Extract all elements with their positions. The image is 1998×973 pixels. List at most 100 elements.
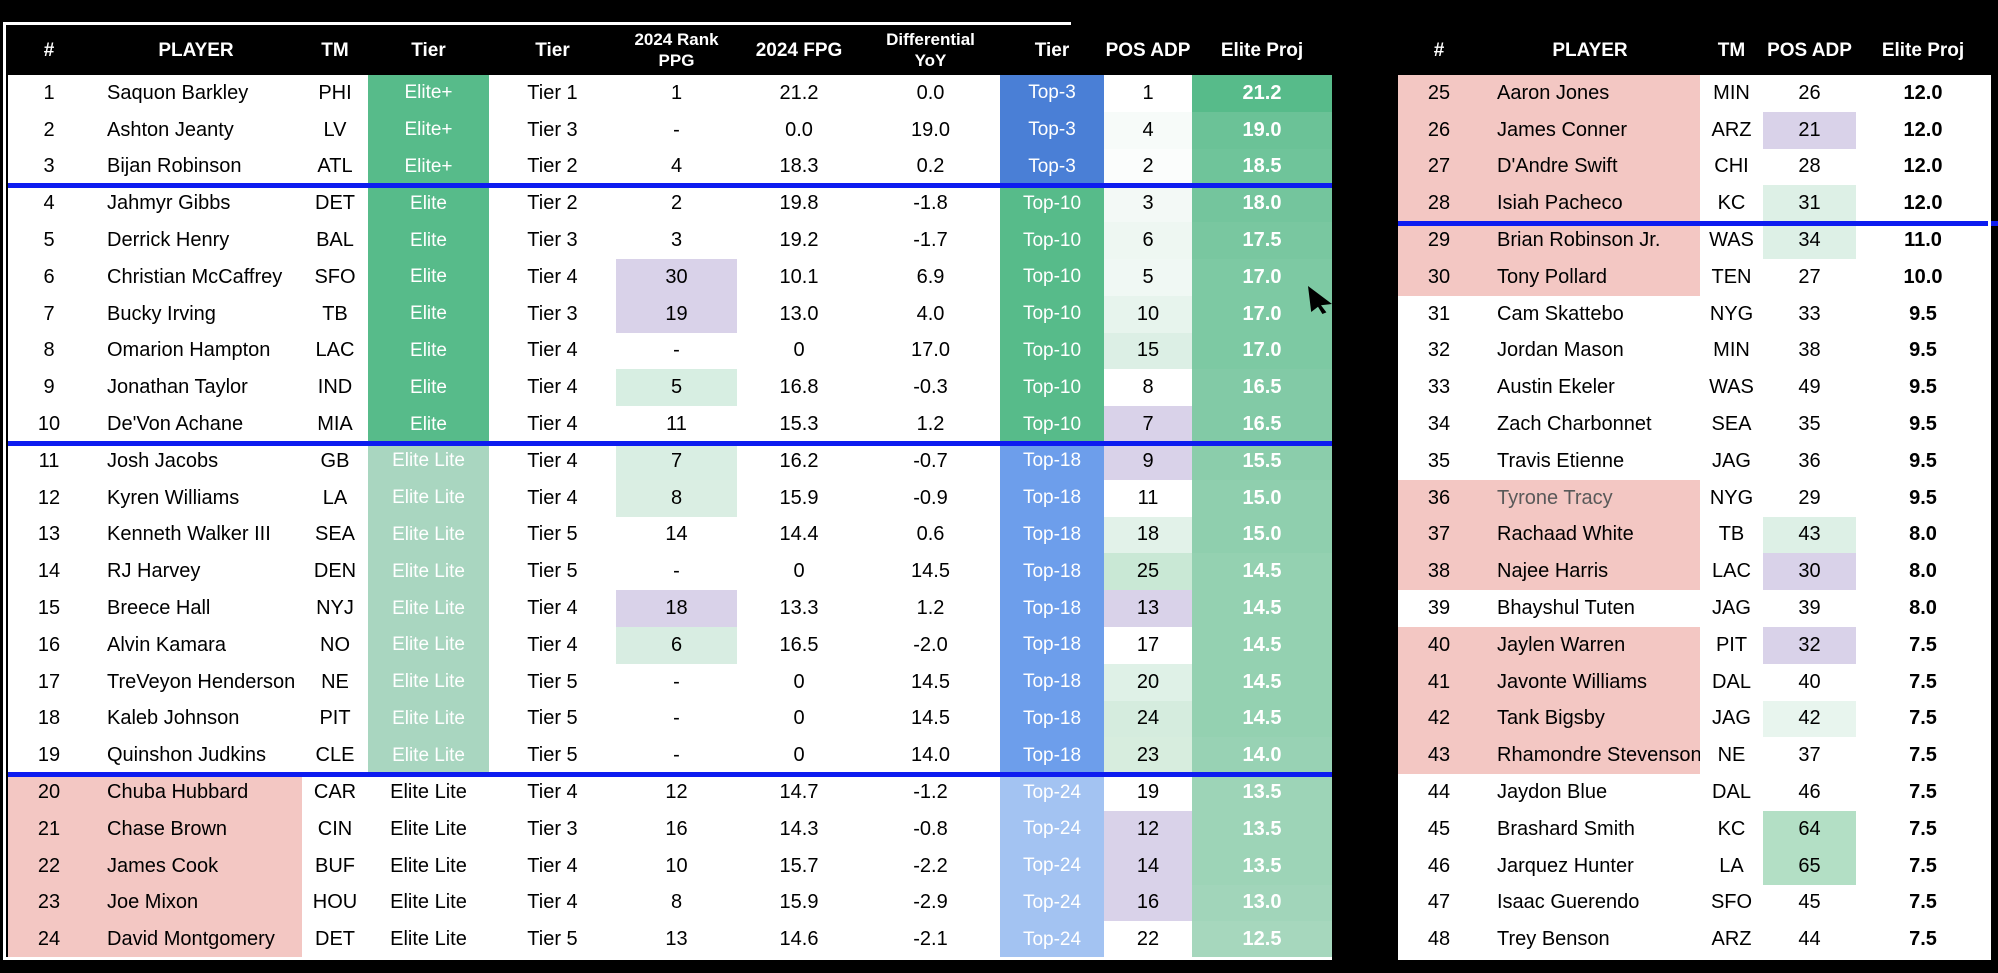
cell-pos-adp[interactable]: 8 <box>1142 376 1154 399</box>
cell-rank-number[interactable]: 9 <box>43 376 55 399</box>
cell-tier-label[interactable]: Elite+ <box>368 111 489 149</box>
cell-player-name[interactable]: Chase Brown <box>90 810 302 848</box>
cell-2024-fpg[interactable]: 15.7 <box>779 854 819 877</box>
cell-elite-proj[interactable]: 14.0 <box>1192 737 1332 775</box>
cell-2024-fpg[interactable]: 13.3 <box>779 597 819 620</box>
cell-player-name[interactable]: Derrick Henry <box>107 229 230 252</box>
cell-2024-rank-ppg[interactable]: 13 <box>665 928 688 951</box>
cell-elite-proj[interactable]: 12.5 <box>1192 921 1332 959</box>
cell-differential-yoy[interactable]: 14.5 <box>911 707 950 730</box>
cell-pos-adp[interactable]: 45 <box>1798 891 1821 914</box>
header-num[interactable]: # <box>43 39 55 61</box>
cell-player-name[interactable]: Aaron Jones <box>1480 75 1700 112</box>
cell-2024-rank-ppg[interactable]: 14 <box>665 523 688 546</box>
cell-rank-number[interactable]: 39 <box>1427 597 1451 620</box>
cell-team[interactable]: DAL <box>1712 781 1751 804</box>
cell-2024-rank-ppg[interactable]: 5 <box>616 369 737 407</box>
cell-elite-proj[interactable]: 7.5 <box>1909 633 1937 656</box>
cell-elite-proj[interactable]: 16.5 <box>1192 369 1332 407</box>
cell-tier-label[interactable]: Elite Lite <box>368 553 489 591</box>
cell-tier-label[interactable]: Elite Lite <box>390 891 467 914</box>
cell-tier-label[interactable]: Elite+ <box>368 75 489 112</box>
cell-pos-adp[interactable]: 10 <box>1104 295 1192 333</box>
cell-pos-adp[interactable]: 36 <box>1798 449 1821 472</box>
cell-top-tier[interactable]: Top-24 <box>1000 884 1104 922</box>
cell-player-name[interactable]: Austin Ekeler <box>1497 376 1615 399</box>
cell-2024-rank-ppg[interactable]: 12 <box>665 781 688 804</box>
cell-rank-number[interactable]: 12 <box>37 486 61 509</box>
cell-rank-number[interactable]: 42 <box>1398 700 1480 738</box>
cell-2024-rank-ppg[interactable]: - <box>673 560 680 583</box>
cell-top-tier[interactable]: Top-18 <box>1000 516 1104 554</box>
cell-top-tier[interactable]: Top-18 <box>1000 700 1104 738</box>
cell-differential-yoy[interactable]: -2.2 <box>913 854 948 877</box>
cell-elite-proj[interactable]: 9.5 <box>1909 486 1937 509</box>
cell-player-name[interactable]: Bhayshul Tuten <box>1497 597 1635 620</box>
cell-player-name[interactable]: Breece Hall <box>107 597 211 620</box>
cell-pos-adp[interactable]: 25 <box>1104 553 1192 591</box>
cell-top-tier[interactable]: Top-24 <box>1000 847 1104 885</box>
cell-rank-number[interactable]: 6 <box>43 265 55 288</box>
cell-tier-label[interactable]: Elite Lite <box>390 854 467 877</box>
cell-differential-yoy[interactable]: 17.0 <box>911 339 950 362</box>
cell-differential-yoy[interactable]: -1.7 <box>913 229 948 252</box>
cell-2024-fpg[interactable]: 18.3 <box>779 155 819 178</box>
cell-rank-number[interactable]: 23 <box>8 884 90 922</box>
cell-rank-number[interactable]: 48 <box>1427 928 1451 951</box>
cell-pos-adp[interactable]: 44 <box>1798 928 1821 951</box>
cell-pos-adp[interactable]: 24 <box>1104 700 1192 738</box>
cell-top-tier[interactable]: Top-10 <box>1000 295 1104 333</box>
cell-rank-number[interactable]: 44 <box>1427 781 1451 804</box>
cell-pos-adp[interactable]: 46 <box>1798 781 1821 804</box>
cell-player-name[interactable]: TreVeyon Henderson <box>107 670 296 693</box>
cell-elite-proj[interactable]: 13.5 <box>1192 774 1332 811</box>
cell-elite-proj[interactable]: 8.0 <box>1909 597 1937 620</box>
cell-elite-proj[interactable]: 10.0 <box>1903 265 1943 288</box>
cell-team[interactable]: NE <box>321 670 349 693</box>
cell-2024-fpg[interactable]: 15.9 <box>779 891 819 914</box>
cell-rank-number[interactable]: 4 <box>43 192 55 215</box>
cell-tier-number[interactable]: Tier 4 <box>527 449 578 472</box>
cell-pos-adp[interactable]: 22 <box>1136 928 1160 951</box>
cell-team[interactable]: JAG <box>1712 449 1751 472</box>
cell-tier-label[interactable]: Elite <box>368 406 489 443</box>
cell-tier-label[interactable]: Elite <box>368 295 489 333</box>
cell-elite-proj[interactable]: 14.5 <box>1192 553 1332 591</box>
cell-team[interactable]: DAL <box>1712 670 1751 693</box>
cell-tier-number[interactable]: Tier 4 <box>527 413 578 436</box>
cell-rank-number[interactable]: 11 <box>38 449 60 472</box>
cell-pos-adp[interactable]: 34 <box>1763 222 1856 259</box>
cell-tier-number[interactable]: Tier 3 <box>527 118 578 141</box>
cell-differential-yoy[interactable]: -1.8 <box>913 192 948 215</box>
cell-player-name[interactable]: James Conner <box>1480 111 1700 149</box>
cell-rank-number[interactable]: 5 <box>43 229 55 252</box>
cell-rank-number[interactable]: 19 <box>37 744 61 767</box>
cell-pos-adp[interactable]: 39 <box>1798 597 1821 620</box>
cell-elite-proj[interactable]: 7.5 <box>1909 891 1937 914</box>
cell-rank-number[interactable]: 14 <box>37 560 61 583</box>
cell-2024-fpg[interactable]: 16.2 <box>779 449 819 472</box>
cell-team[interactable]: NO <box>320 633 350 656</box>
cell-2024-rank-ppg[interactable]: - <box>673 339 680 362</box>
cell-rank-number[interactable]: 33 <box>1427 376 1451 399</box>
cell-rank-number[interactable]: 24 <box>8 921 90 959</box>
cell-rank-number[interactable]: 3 <box>43 155 55 178</box>
cell-team[interactable]: LAC <box>315 339 355 362</box>
cell-tier-number[interactable]: Tier 4 <box>527 633 578 656</box>
header-adp[interactable]: POS ADP <box>1767 39 1852 61</box>
cell-tier-label[interactable]: Elite Lite <box>368 516 489 554</box>
cell-player-name[interactable]: Jahmyr Gibbs <box>107 192 231 215</box>
cell-pos-adp[interactable]: 15 <box>1104 332 1192 370</box>
cell-top-tier[interactable]: Top-18 <box>1000 663 1104 701</box>
cell-player-name[interactable]: Brian Robinson Jr. <box>1480 222 1700 259</box>
cell-2024-rank-ppg[interactable]: 8 <box>670 891 683 914</box>
cell-elite-proj[interactable]: 7.5 <box>1909 928 1937 951</box>
cell-tier-label[interactable]: Elite <box>368 369 489 407</box>
cell-rank-number[interactable]: 13 <box>37 523 61 546</box>
cell-tier-label[interactable]: Elite Lite <box>368 442 489 480</box>
cell-team[interactable]: SEA <box>314 523 356 546</box>
cell-player-name[interactable]: Rachaad White <box>1480 516 1700 554</box>
cell-pos-adp[interactable]: 7 <box>1104 406 1192 443</box>
cell-rank-number[interactable]: 31 <box>1427 302 1451 325</box>
cell-pos-adp[interactable]: 43 <box>1763 516 1856 554</box>
